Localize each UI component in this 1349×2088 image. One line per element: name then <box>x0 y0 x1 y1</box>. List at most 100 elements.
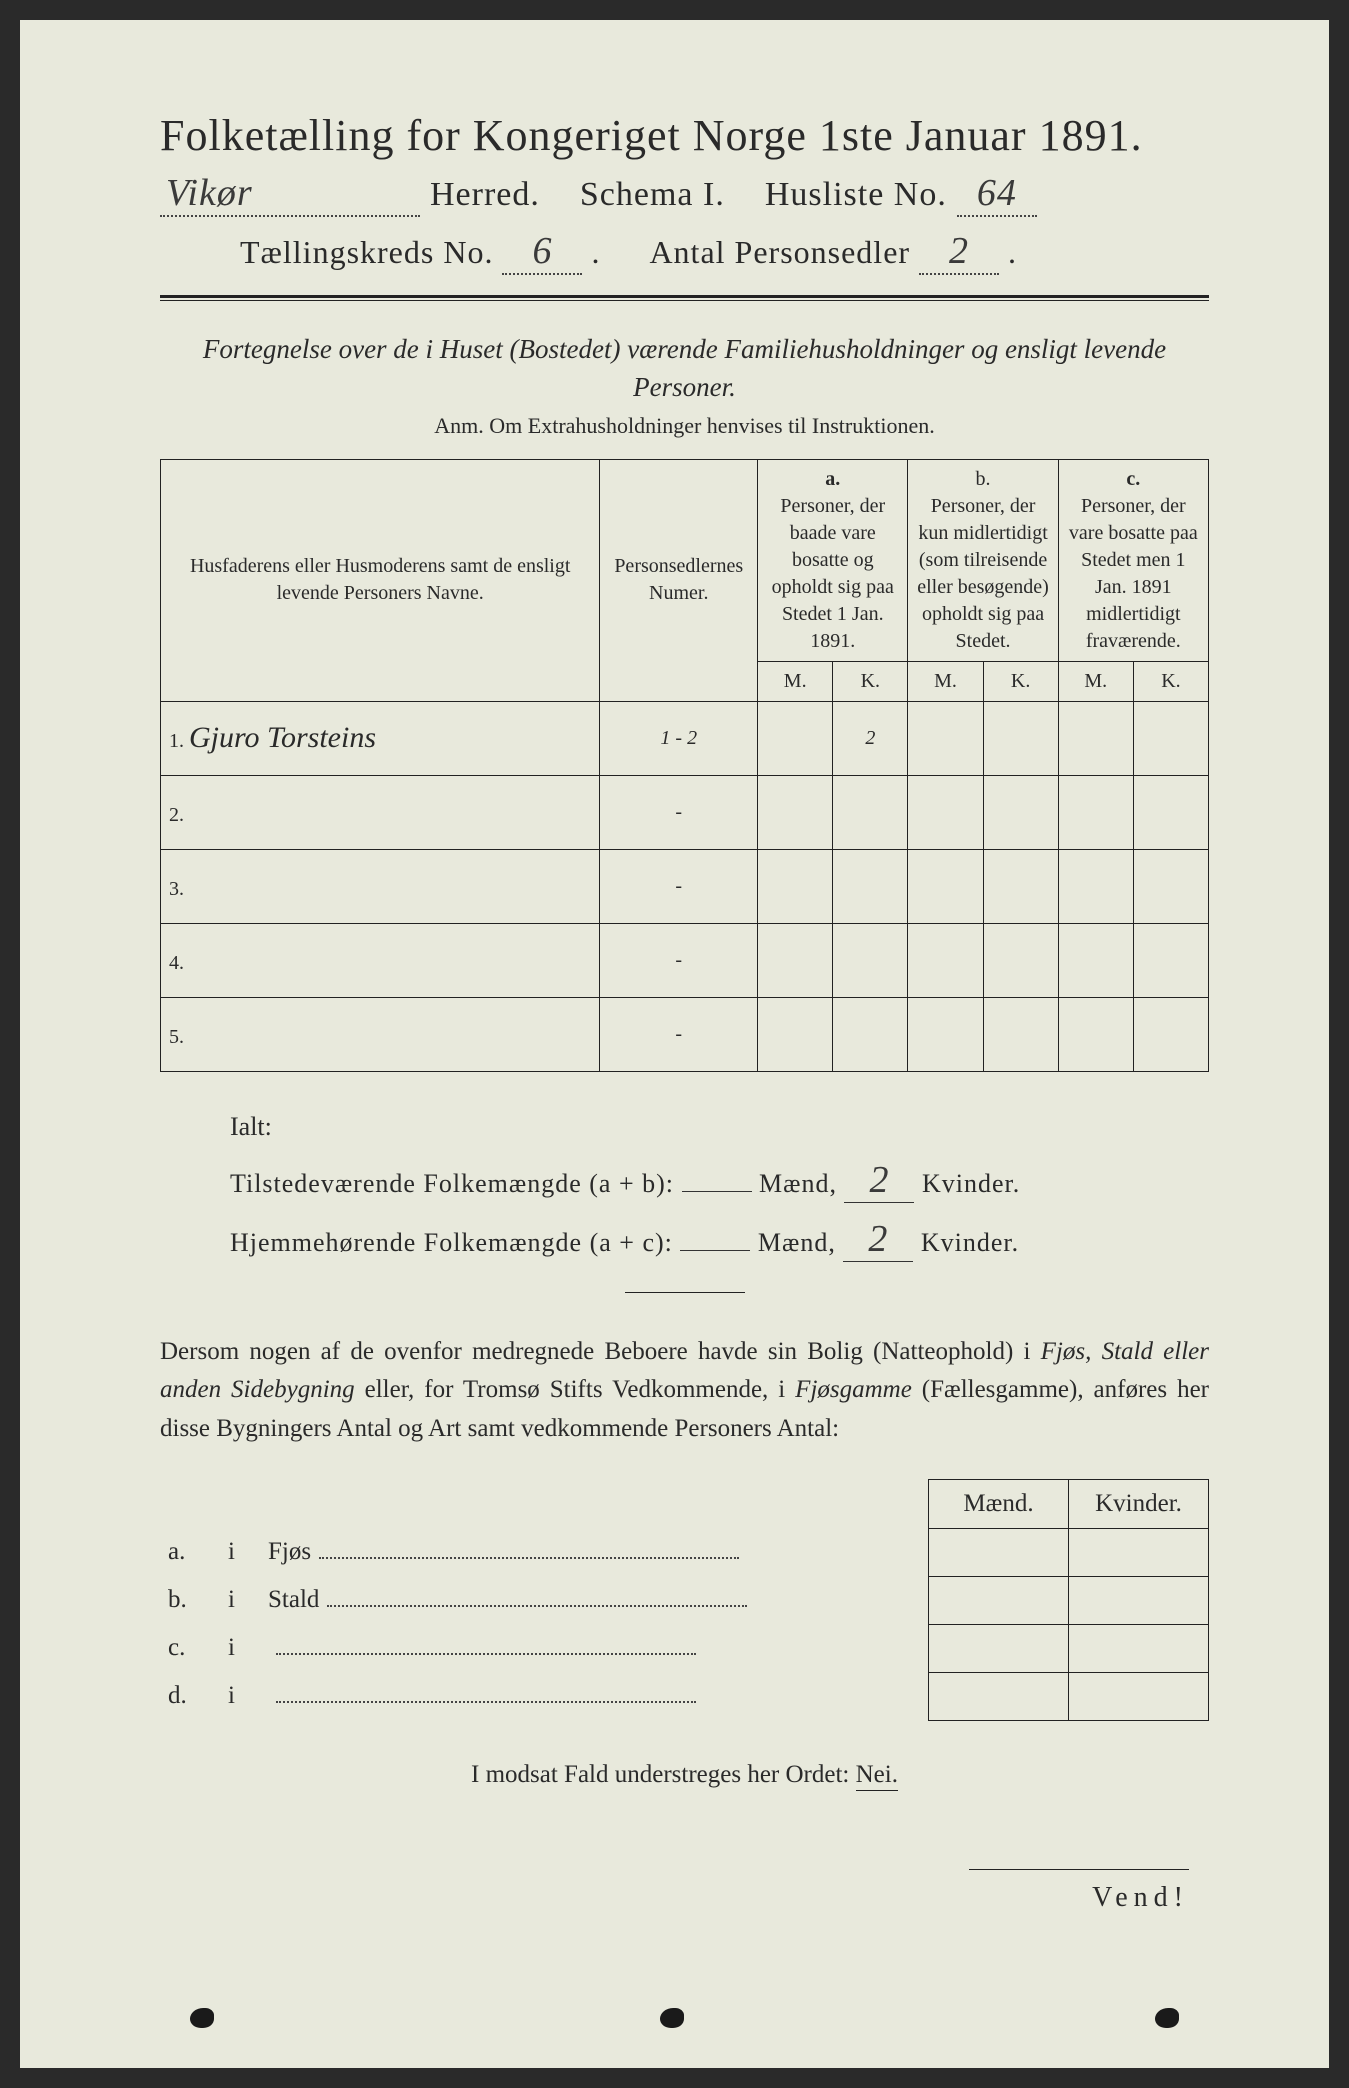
row-b-k <box>983 997 1058 1071</box>
row-a-m <box>758 849 833 923</box>
col-num: Personsedlernes Numer. <box>600 459 758 701</box>
row-number: 2. <box>161 775 600 849</box>
row-c-m <box>1058 849 1133 923</box>
bldg-letter: c. <box>160 1624 220 1672</box>
row-a-k <box>833 923 908 997</box>
page-title: Folketælling for Kongeriget Norge 1ste J… <box>160 110 1209 161</box>
bldg-name: Fjøs <box>260 1528 929 1576</box>
herred-label: Herred. <box>430 176 540 214</box>
row-c-m <box>1058 997 1133 1071</box>
row-c-k <box>1133 849 1208 923</box>
total-k2: 2 <box>843 1217 913 1262</box>
bldg-hd-m: Mænd. <box>929 1479 1069 1528</box>
row-a-m <box>758 997 833 1071</box>
bldg-hd-k: Kvinder. <box>1069 1479 1209 1528</box>
bldg-k <box>1069 1576 1209 1624</box>
bldg-i: i <box>220 1672 260 1720</box>
anm-note: Anm. Om Extrahusholdninger henvises til … <box>160 413 1209 439</box>
row-a-m <box>758 775 833 849</box>
row-b-k <box>983 701 1058 775</box>
col-names: Husfaderens eller Husmoderens samt de en… <box>161 459 600 701</box>
bldg-k <box>1069 1528 1209 1576</box>
mk-c-m: M. <box>1058 661 1133 701</box>
row-num-val: - <box>600 923 758 997</box>
punch-mark <box>1155 2008 1179 2028</box>
row-c-k <box>1133 923 1208 997</box>
row-c-m <box>1058 775 1133 849</box>
bldg-m <box>929 1576 1069 1624</box>
row-c-m <box>1058 923 1133 997</box>
bldg-letter: a. <box>160 1528 220 1576</box>
row-a-m <box>758 701 833 775</box>
row-num-val: - <box>600 775 758 849</box>
bldg-m <box>929 1624 1069 1672</box>
mk-b-m: M. <box>908 661 983 701</box>
nei-word: Nei. <box>856 1761 898 1791</box>
punch-mark <box>190 2008 214 2028</box>
total-k1: 2 <box>844 1158 914 1203</box>
antal-label: Antal Personsedler <box>649 234 910 270</box>
subtitle: Fortegnelse over de i Huset (Bostedet) v… <box>160 331 1209 407</box>
row-b-m <box>908 997 983 1071</box>
row-a-k <box>833 997 908 1071</box>
row-c-k <box>1133 701 1208 775</box>
household-table: Husfaderens eller Husmoderens samt de en… <box>160 459 1209 1072</box>
bldg-name <box>260 1672 929 1720</box>
table-row: 1. Gjuro Torsteins1 - 2 2 <box>161 701 1209 775</box>
row-num-val: 1 - 2 <box>600 701 758 775</box>
herred-value: Vikør <box>160 171 420 217</box>
bldg-m <box>929 1528 1069 1576</box>
header-line-2: Vikør Herred. Schema I. Husliste No. 64 <box>160 171 1209 217</box>
bldg-row: a.iFjøs <box>160 1528 1209 1576</box>
mk-a-k: K. <box>833 661 908 701</box>
short-divider <box>625 1292 745 1293</box>
row-num-val: - <box>600 997 758 1071</box>
row-a-k <box>833 849 908 923</box>
mk-a-m: M. <box>758 661 833 701</box>
row-a-k <box>833 775 908 849</box>
row-number: 3. <box>161 849 600 923</box>
mk-c-k: K. <box>1133 661 1208 701</box>
row-c-k <box>1133 997 1208 1071</box>
husliste-value: 64 <box>957 171 1037 217</box>
row-b-k <box>983 923 1058 997</box>
vend-label: Vend! <box>969 1869 1189 1914</box>
bldg-row: b.iStald <box>160 1576 1209 1624</box>
kreds-value: 6 <box>502 229 582 275</box>
bldg-row: c.i <box>160 1624 1209 1672</box>
row-b-m <box>908 775 983 849</box>
bldg-i: i <box>220 1624 260 1672</box>
row-number: 5. <box>161 997 600 1071</box>
row-b-m <box>908 701 983 775</box>
nei-line: I modsat Fald understreges her Ordet: Ne… <box>160 1761 1209 1789</box>
bldg-name <box>260 1624 929 1672</box>
row-a-m <box>758 923 833 997</box>
table-row: 3. - <box>161 849 1209 923</box>
row-b-m <box>908 923 983 997</box>
row-name: Gjuro Torsteins <box>189 721 376 754</box>
row-number: 1. Gjuro Torsteins <box>161 701 600 775</box>
antal-value: 2 <box>919 229 999 275</box>
ialt-label: Ialt: <box>230 1112 1209 1142</box>
building-paragraph: Dersom nogen af de ovenfor medregnede Be… <box>160 1333 1209 1449</box>
census-form-page: Folketælling for Kongeriget Norge 1ste J… <box>20 20 1329 2068</box>
col-c-head: c. Personer, der vare bosatte paa Stedet… <box>1058 459 1208 661</box>
kreds-label: Tællingskreds No. <box>240 234 493 270</box>
bldg-i: i <box>220 1576 260 1624</box>
bldg-letter: d. <box>160 1672 220 1720</box>
bldg-m <box>929 1672 1069 1720</box>
table-row: 2. - <box>161 775 1209 849</box>
row-b-k <box>983 849 1058 923</box>
row-a-k: 2 <box>833 701 908 775</box>
row-c-m <box>1058 701 1133 775</box>
mk-b-k: K. <box>983 661 1058 701</box>
row-number: 4. <box>161 923 600 997</box>
bldg-name: Stald <box>260 1576 929 1624</box>
row-b-k <box>983 775 1058 849</box>
bldg-k <box>1069 1672 1209 1720</box>
husliste-label: Husliste No. <box>765 176 947 214</box>
bldg-row: d.i <box>160 1672 1209 1720</box>
punch-mark <box>660 2008 684 2028</box>
bldg-k <box>1069 1624 1209 1672</box>
schema-label: Schema I. <box>580 176 725 214</box>
